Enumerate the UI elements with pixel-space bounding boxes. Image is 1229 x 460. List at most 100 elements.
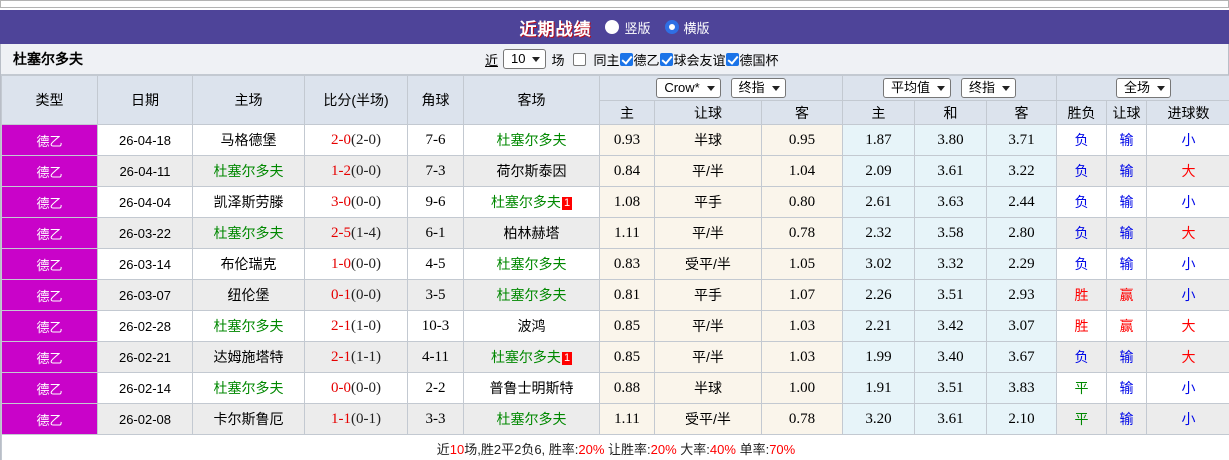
avg-home-cell: 2.26 [842,279,915,311]
avg-home-cell: 1.91 [842,372,915,404]
goals-result-cell: 小 [1146,124,1229,156]
score-cell: 2-0(2-0) [304,124,408,156]
handicap-result-cell: 输 [1106,186,1147,218]
checkbox-label: 球会友谊 [673,52,726,68]
column-header-date: 日期 [97,75,193,125]
handicap-result-cell: 赢 [1106,310,1147,342]
result-scope-select[interactable]: 全场 [1115,78,1171,98]
handicap-result-cell: 输 [1106,217,1147,249]
summary-text: 大率: [676,441,710,457]
result-group-header: 全场 [1056,75,1229,101]
chevron-down-icon [937,85,946,91]
sub-header-row: 主 让球 客 主 和 客 胜负 让球 进球数 [2,100,1229,125]
odds-away-cell: 0.80 [761,186,843,218]
goals-result-cell: 大 [1146,341,1229,373]
match-row: 德乙 26-02-21 达姆施塔特 2-1(1-1) 4-11 杜塞尔多夫 1 0.85 平/半… [1,341,1229,373]
home-team-cell: 卡尔斯鲁厄 [192,403,305,435]
checkbox-checked-icon[interactable] [619,52,633,66]
radio-selected-icon[interactable] [664,20,679,34]
avg-draw-cell: 3.40 [914,341,987,373]
odds-time-select[interactable]: 终指 [730,78,786,98]
home-team-cell: 杜塞尔多夫 [192,217,305,249]
score-cell: 0-0(0-0) [304,372,408,404]
team-filter-row: 杜塞尔多夫 近 10 场 同主 德乙 球会友谊 德国杯 [1,44,1228,75]
away-team-cell: 杜塞尔多夫 [463,403,600,435]
avg-home-cell: 2.32 [842,217,915,249]
goals-result-cell: 大 [1146,310,1229,342]
halftime-score: (2-0) [351,131,381,148]
halftime-score: (1-0) [351,317,381,334]
halftime-score: (0-0) [351,255,381,272]
odds-away-cell: 1.04 [761,155,843,187]
corner-cell: 4-11 [407,341,464,373]
home-team-cell: 布伦瑞克 [192,248,305,280]
avg-away-cell: 2.10 [986,403,1057,435]
checkbox-label: 德国杯 [739,52,779,68]
column-header-odds-home: 主 [599,100,655,125]
avg-draw-cell: 3.80 [914,124,987,156]
odds-handicap-cell: 平手 [654,186,762,218]
summary-text: 让胜率: [604,441,651,457]
red-card-badge: 1 [561,197,573,210]
layout-radio-vertical[interactable]: 竖版 [605,18,651,37]
corner-cell: 10-3 [407,310,464,342]
checkbox-checked-icon[interactable] [659,52,673,66]
league-cell: 德乙 [1,279,98,311]
avg-home-cell: 2.21 [842,310,915,342]
home-team-cell: 达姆施塔特 [192,341,305,373]
checkbox-unchecked-icon[interactable] [572,52,586,66]
radio-unselected-icon[interactable] [605,20,620,34]
title-group: 近期战绩 竖版 横版 [519,15,709,40]
avg-source-select[interactable]: 平均值 [883,78,952,98]
avg-home-cell: 1.87 [842,124,915,156]
column-header-result: 胜负 [1056,100,1107,125]
summary-stat-value: 20% [650,441,677,457]
summary-text: 场,胜2平2负6, 胜率: [464,441,579,457]
away-team-cell: 杜塞尔多夫 [463,248,600,280]
avg-time-select[interactable]: 终指 [960,78,1016,98]
fulltime-score: 3-0 [331,193,351,210]
date-cell: 26-03-07 [97,279,193,311]
odds-home-cell: 1.11 [599,403,655,435]
odds-away-cell: 1.05 [761,248,843,280]
away-team-cell: 普鲁士明斯特 [463,372,600,404]
date-cell: 26-03-14 [97,248,193,280]
results-tbody: 德乙 26-04-18 马格德堡 2-0(2-0) 7-6 杜塞尔多夫 0.93 半球 0.95… [1,124,1229,435]
score-cell: 1-0(0-0) [304,248,408,280]
filter-checkbox-option[interactable]: 球会友谊 [659,50,726,69]
filter-checkbox-option[interactable]: 同主 [571,50,620,69]
match-count-select[interactable]: 10 [503,49,547,69]
handicap-result-cell: 输 [1106,124,1147,156]
league-cell: 德乙 [1,372,98,404]
filter-checkbox-option[interactable]: 德国杯 [725,50,779,69]
odds-source-value: Crow* [664,80,700,95]
odds-handicap-cell: 平/半 [654,310,762,342]
corner-cell: 3-5 [407,279,464,311]
goals-result-cell: 大 [1146,155,1229,187]
top-strip [0,0,1229,8]
filter-checkbox-option[interactable]: 德乙 [619,50,660,69]
odds-source-select[interactable]: Crow* [656,78,721,98]
fulltime-score: 1-2 [331,162,351,179]
near-link[interactable]: 近 [485,52,499,68]
layout-radio-horizontal[interactable]: 横版 [664,18,710,37]
handicap-result-cell: 输 [1106,403,1147,435]
avg-draw-cell: 3.51 [914,279,987,311]
odds-home-cell: 1.08 [599,186,655,218]
result-cell: 负 [1056,248,1107,280]
score-cell: 2-5(1-4) [304,217,408,249]
home-team-cell: 纽伦堡 [192,279,305,311]
odds-time-value: 终指 [738,80,765,95]
home-team-cell: 杜塞尔多夫 [192,310,305,342]
score-cell: 0-1(0-0) [304,279,408,311]
avg-away-cell: 3.07 [986,310,1057,342]
column-header-odds-away: 客 [761,100,843,125]
odds-handicap-cell: 受平/半 [654,248,762,280]
match-row: 德乙 26-02-14 杜塞尔多夫 0-0(0-0) 2-2 普鲁士明斯特 0.88 半球 1.… [1,372,1229,404]
date-cell: 26-04-18 [97,124,193,156]
fulltime-score: 0-1 [331,286,351,303]
handicap-result-cell: 输 [1106,155,1147,187]
checkbox-checked-icon[interactable] [725,52,739,66]
league-cell: 德乙 [1,155,98,187]
odds-away-cell: 1.03 [761,310,843,342]
